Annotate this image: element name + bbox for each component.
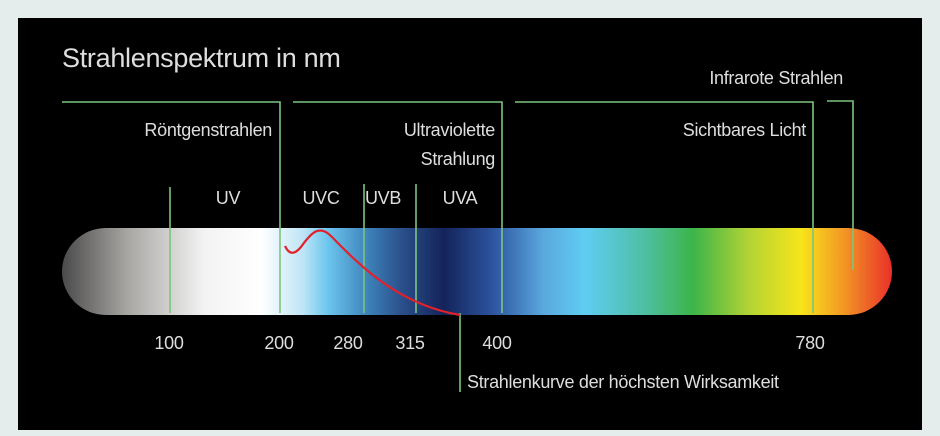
curve-label: Strahlenkurve der höchsten Wirksamkeit: [467, 372, 779, 392]
scale-label: 280: [333, 333, 362, 353]
band-label: UVA: [443, 188, 478, 208]
scale-label: 315: [395, 333, 424, 353]
scale-label: 200: [264, 333, 293, 353]
scale-label: 780: [795, 333, 824, 353]
scale-label: 100: [154, 333, 183, 353]
bracket: [62, 101, 281, 313]
panel: [18, 18, 922, 430]
effect-curve: [284, 229, 461, 317]
range-label: Röntgenstrahlen: [144, 120, 272, 140]
scale-label: 400: [482, 333, 511, 353]
spectrum-bar: [62, 228, 892, 315]
bracket: [293, 101, 503, 313]
band-label: UV: [216, 188, 241, 208]
range-label: Ultraviolette: [404, 120, 495, 140]
bracket: [827, 100, 854, 270]
band-label: UVC: [302, 188, 339, 208]
range-label: Sichtbares Licht: [683, 120, 807, 140]
bracket: [515, 101, 814, 313]
band-label: UVB: [365, 188, 401, 208]
range-label: Infrarote Strahlen: [709, 68, 843, 88]
range-label: Strahlung: [421, 149, 495, 169]
title: Strahlenspektrum in nm: [62, 43, 341, 73]
